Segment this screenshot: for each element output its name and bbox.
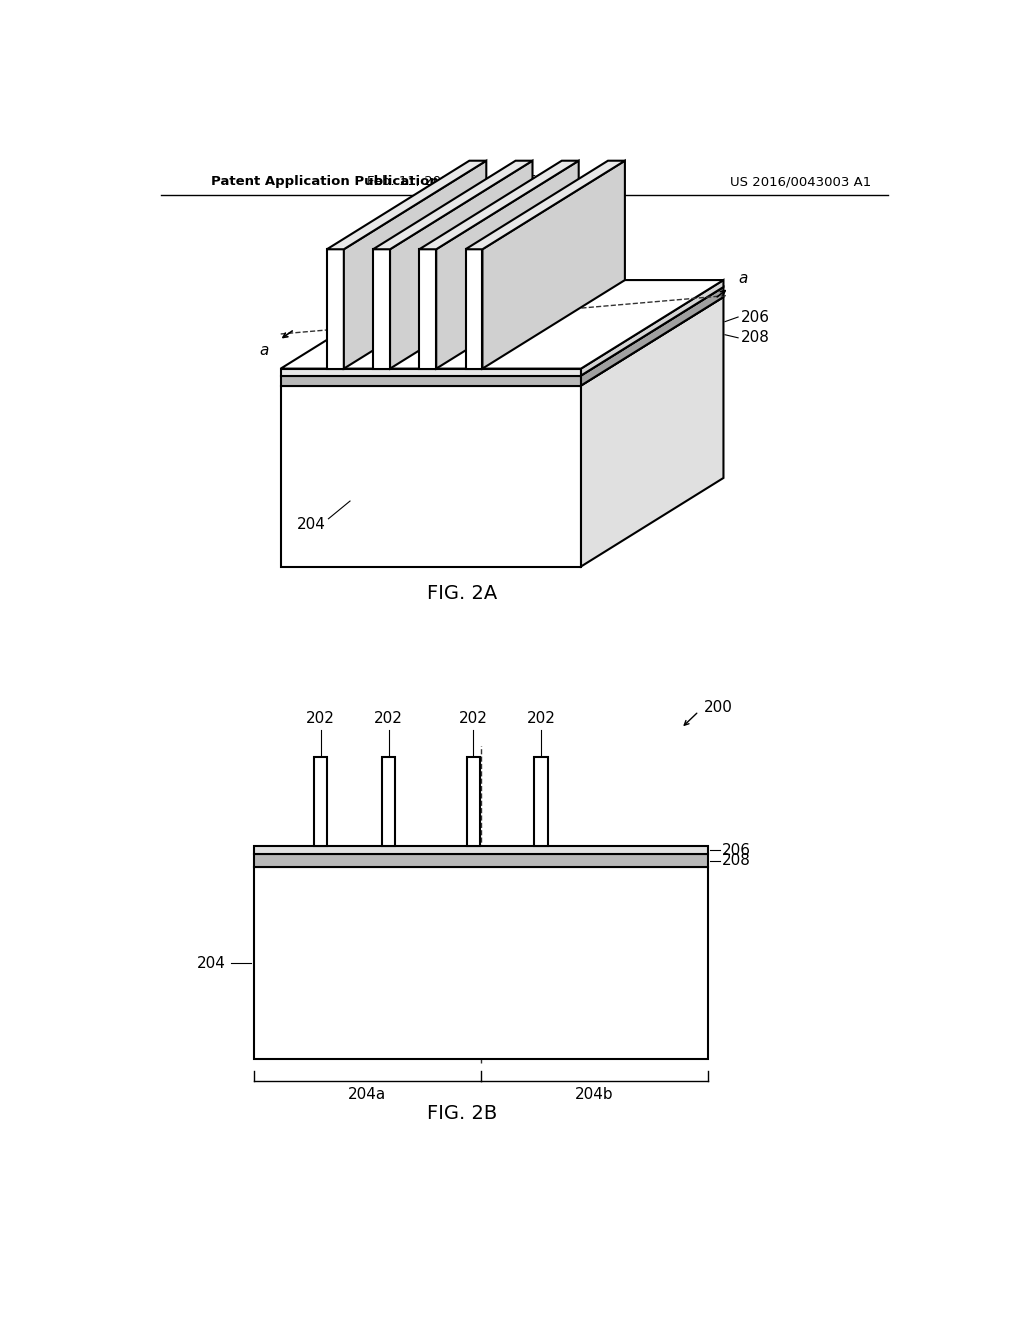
Text: 202: 202 xyxy=(526,711,555,726)
Polygon shape xyxy=(327,161,486,249)
Polygon shape xyxy=(281,376,581,385)
Text: 202: 202 xyxy=(374,711,403,726)
Polygon shape xyxy=(373,161,532,249)
Polygon shape xyxy=(535,758,548,846)
Polygon shape xyxy=(419,249,436,368)
Text: 206: 206 xyxy=(740,309,769,325)
Polygon shape xyxy=(314,758,328,846)
Polygon shape xyxy=(344,161,486,368)
Text: FIG. 2A: FIG. 2A xyxy=(427,583,497,603)
Polygon shape xyxy=(466,249,482,368)
Text: FIG. 2B: FIG. 2B xyxy=(427,1104,497,1123)
Polygon shape xyxy=(581,280,724,376)
Text: 204: 204 xyxy=(197,956,226,970)
Polygon shape xyxy=(419,161,579,249)
Text: a: a xyxy=(259,343,268,359)
Text: 208: 208 xyxy=(722,853,751,869)
Polygon shape xyxy=(467,758,480,846)
Polygon shape xyxy=(390,161,532,368)
Text: 202: 202 xyxy=(459,711,487,726)
Text: Patent Application Publication: Patent Application Publication xyxy=(211,176,439,187)
Text: 206: 206 xyxy=(722,842,751,858)
Polygon shape xyxy=(254,854,708,867)
Polygon shape xyxy=(581,286,724,385)
Polygon shape xyxy=(281,385,581,566)
Text: 208: 208 xyxy=(740,330,769,346)
Text: 204b: 204b xyxy=(575,1088,613,1102)
Text: 204a: 204a xyxy=(348,1088,386,1102)
Polygon shape xyxy=(581,297,724,566)
Text: 204: 204 xyxy=(297,516,326,532)
Text: Feb. 11, 2016  Sheet 2 of 12: Feb. 11, 2016 Sheet 2 of 12 xyxy=(367,176,556,187)
Polygon shape xyxy=(254,867,708,1059)
Polygon shape xyxy=(327,249,344,368)
Text: 200: 200 xyxy=(705,700,733,715)
Text: US 2016/0043003 A1: US 2016/0043003 A1 xyxy=(730,176,871,187)
Polygon shape xyxy=(281,286,724,376)
Text: 202: 202 xyxy=(306,711,335,726)
Polygon shape xyxy=(254,846,708,854)
Polygon shape xyxy=(281,368,581,376)
Polygon shape xyxy=(281,297,724,385)
Polygon shape xyxy=(482,161,625,368)
Polygon shape xyxy=(466,161,625,249)
Text: a: a xyxy=(738,271,748,286)
Polygon shape xyxy=(436,161,579,368)
Polygon shape xyxy=(382,758,395,846)
Polygon shape xyxy=(281,280,724,368)
Polygon shape xyxy=(373,249,390,368)
